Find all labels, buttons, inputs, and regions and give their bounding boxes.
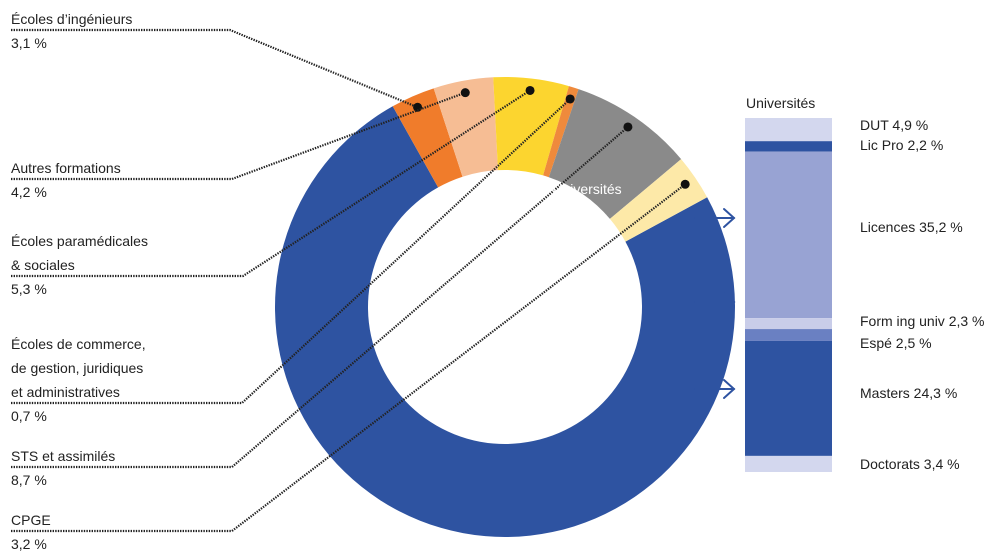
label-value: 5,3 % — [11, 281, 47, 297]
label-ecoles-paramedicales-sociales: Écoles paramédicales & sociales 5,3 % — [11, 233, 148, 297]
bar-segment-espe — [745, 329, 832, 341]
label-name-line: Autres formations — [11, 160, 121, 176]
label-name-line: de gestion, juridiques — [11, 360, 143, 376]
bar-label-form-ing-univ: Form ing univ 2,3 % — [860, 313, 985, 329]
leader-dot — [460, 88, 470, 98]
leader-dot — [680, 179, 690, 189]
bar-segment-lic-pro — [745, 141, 832, 152]
slice-cpge — [609, 159, 708, 242]
label-name-line: & sociales — [11, 257, 75, 273]
bar-segment-licences — [745, 151, 832, 319]
leader-autres-formations — [11, 91, 466, 181]
leader-ecoles-paramedicales-sociales — [11, 89, 531, 278]
bar-label-masters: Masters 24,3 % — [860, 385, 957, 401]
label-sts-et-assimiles: STS et assimilés 8,7 % — [11, 448, 115, 488]
leader-dot — [525, 85, 535, 95]
slice-autres-formations — [433, 77, 498, 177]
arrow-icon — [694, 208, 736, 228]
label-name-line: STS et assimilés — [11, 448, 115, 464]
donut-labels: Écoles d’ingénieurs 3,1 % Autres formation… — [11, 11, 148, 552]
label-name-line: Écoles de commerce, — [11, 336, 146, 352]
label-name-line: et administratives — [11, 384, 120, 400]
label-autres-formations: Autres formations 4,2 % — [11, 160, 121, 200]
bar-segment-masters — [745, 340, 832, 456]
label-ecoles-de-commerce-de-gestion-juridiques-et-administratives: Écoles de commerce, de gestion, juridique… — [11, 336, 146, 424]
label-value: 3,2 % — [11, 536, 47, 552]
stacked-bar — [745, 118, 832, 472]
bar-label-licences: Licences 35,2 % — [860, 219, 963, 235]
bar-label-doctorats: Doctorats 3,4 % — [860, 456, 960, 472]
label-name-line: Écoles paramédicales — [11, 233, 148, 249]
donut-hole — [368, 170, 642, 444]
leader-ecoles-d-ingenieurs — [11, 28, 419, 109]
arrows — [694, 208, 736, 399]
center-label-value: 74,8 % — [565, 211, 609, 227]
leader-dot — [623, 122, 633, 132]
slice-ecoles-paramedicales-sociales — [493, 77, 569, 176]
bar-label-lic-pro: Lic Pro 2,2 % — [860, 137, 943, 153]
slice-sts-et-assimiles — [548, 89, 682, 219]
arrow-icon — [694, 292, 736, 312]
leader-sts-et-assimiles — [11, 126, 629, 469]
bar-segment-doctorats — [745, 455, 832, 472]
leader-lines — [11, 28, 690, 533]
bar-segment-form-ing-univ — [745, 318, 832, 330]
slice-universites — [274, 106, 735, 538]
label-cpge: CPGE 3,2 % — [11, 512, 51, 552]
bar-title: Universités — [746, 95, 815, 111]
label-value: 4,2 % — [11, 184, 47, 200]
bar-labels: DUT 4,9 % Lic Pro 2,2 % Licences 35,2 % For… — [860, 117, 985, 472]
center-label-name: Universités — [552, 181, 621, 197]
leader-dot — [565, 94, 575, 104]
leader-cpge — [11, 183, 686, 533]
label-value: 8,7 % — [11, 472, 47, 488]
bar-label-dut: DUT 4,9 % — [860, 117, 928, 133]
label-name-line: CPGE — [11, 512, 51, 528]
label-value: 3,1 % — [11, 35, 47, 51]
label-value: 0,7 % — [11, 408, 47, 424]
slice-ecoles-de-commerce-de-gestion-juridiques-et-administratives — [543, 86, 579, 178]
arrow-icon — [694, 379, 736, 399]
label-name-line: Écoles d’ingénieurs — [11, 11, 132, 27]
label-ecoles-d-ingenieurs: Écoles d’ingénieurs 3,1 % — [11, 11, 132, 51]
donut-chart — [274, 77, 735, 538]
bar-label-espe: Espé 2,5 % — [860, 335, 932, 351]
bar-segment-dut — [745, 118, 832, 142]
